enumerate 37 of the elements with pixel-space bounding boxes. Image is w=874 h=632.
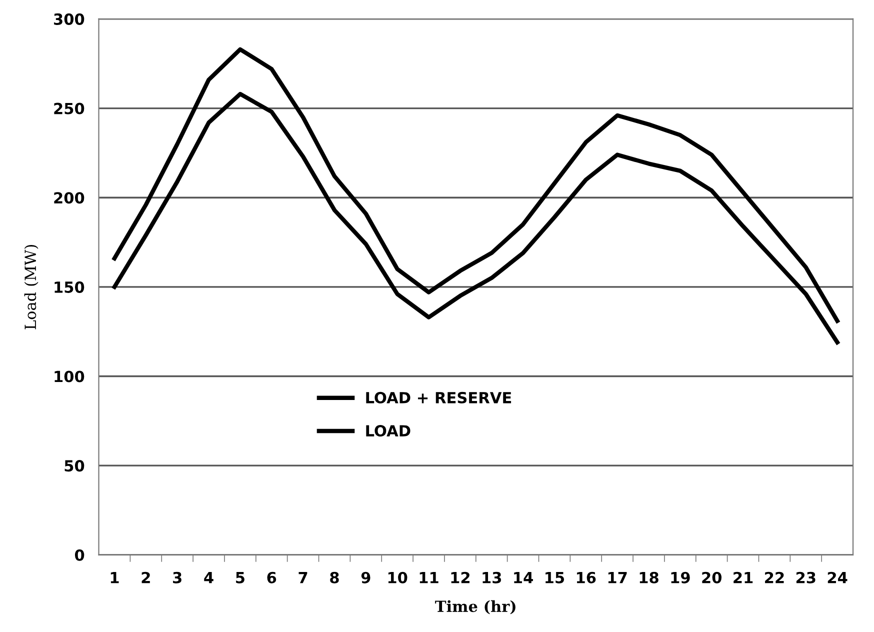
x-tick-label: 2 bbox=[142, 572, 150, 584]
x-tick-label: 6 bbox=[267, 572, 276, 584]
x-tick-label: 22 bbox=[765, 572, 784, 584]
y-tick-label: 250 bbox=[54, 102, 84, 114]
y-tick-label: 150 bbox=[54, 281, 84, 293]
y-tick-label: 300 bbox=[54, 13, 84, 25]
y-tick-label: 200 bbox=[54, 192, 84, 204]
x-tick-label: 13 bbox=[482, 572, 502, 584]
y-axis-title: Load (MW) bbox=[24, 244, 38, 330]
x-tick-label: 1 bbox=[110, 572, 119, 584]
x-tick-label: 12 bbox=[451, 572, 470, 584]
x-tick-label: 10 bbox=[388, 572, 408, 584]
x-tick-label: 15 bbox=[546, 572, 564, 584]
x-axis-title: Time (hr) bbox=[435, 600, 516, 614]
x-tick-label: 9 bbox=[361, 572, 370, 584]
x-tick-label: 16 bbox=[576, 572, 596, 584]
x-tick-label: 18 bbox=[640, 572, 658, 584]
x-tick-label: 24 bbox=[828, 572, 848, 584]
x-tick-label: 17 bbox=[608, 572, 627, 584]
x-tick-label: 21 bbox=[734, 572, 753, 584]
x-tick-label: 23 bbox=[796, 572, 816, 584]
x-tick-label: 4 bbox=[204, 572, 214, 584]
y-tick-label: 0 bbox=[74, 549, 84, 561]
x-tick-label: 14 bbox=[514, 572, 533, 584]
x-tick-label: 5 bbox=[236, 572, 244, 584]
y-tick-label: 100 bbox=[54, 370, 84, 382]
x-tick-label: 20 bbox=[702, 572, 722, 584]
x-tick-label: 8 bbox=[330, 572, 339, 584]
legend-label: LOAD bbox=[366, 424, 410, 437]
line-series bbox=[112, 47, 840, 323]
x-tick-label: 7 bbox=[298, 572, 308, 584]
x-tick-label: 11 bbox=[420, 572, 438, 584]
x-tick-label: 3 bbox=[173, 572, 182, 584]
legend-label: LOAD + RESERVE bbox=[366, 392, 512, 404]
line-series bbox=[112, 92, 840, 344]
y-tick-label: 50 bbox=[64, 460, 84, 472]
x-tick-label: 19 bbox=[671, 572, 690, 584]
